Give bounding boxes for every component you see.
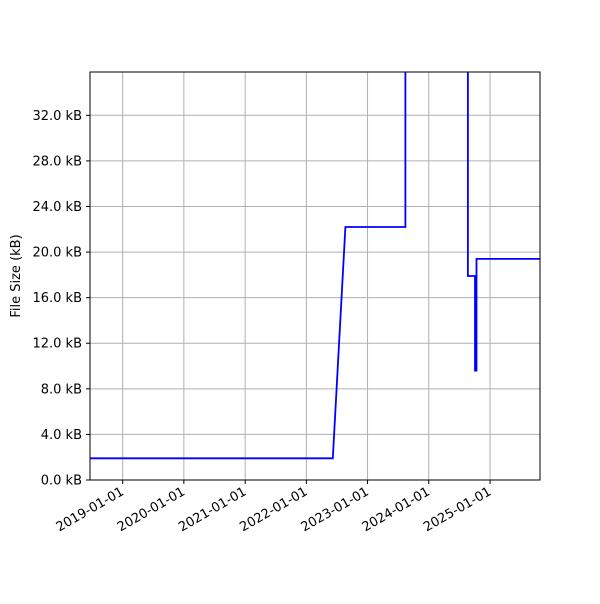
- x-tick-label: 2020-01-01: [115, 484, 188, 535]
- y-tick-label: 24.0 kB: [32, 200, 82, 215]
- file-size-line: [90, 72, 540, 460]
- grid: [90, 72, 540, 481]
- y-axis: 0.0 kB 4.0 kB 8.0 kB 12.0 kB 16.0 kB 20.0 kB 2…: [32, 109, 90, 489]
- x-axis: 2019-01-012020-01-012021-01-012022-01-01…: [54, 480, 494, 535]
- y-tick-label: 0.0 kB: [41, 474, 82, 489]
- y-tick-label: 20.0 kB: [32, 246, 82, 261]
- x-tick-label: 2019-01-01: [54, 484, 127, 535]
- x-tick-label: 2021-01-01: [176, 484, 249, 535]
- y-tick-label: 28.0 kB: [32, 154, 82, 169]
- y-axis-label: File Size (kB): [9, 234, 24, 317]
- y-tick-label: 12.0 kB: [32, 337, 82, 352]
- x-tick-label: 2024-01-01: [360, 484, 433, 535]
- y-tick-label: 32.0 kB: [32, 109, 82, 124]
- x-tick-label: 2025-01-01: [421, 484, 494, 535]
- x-tick-label: 2022-01-01: [237, 484, 310, 535]
- y-tick-label: 16.0 kB: [32, 291, 82, 306]
- x-tick-label: 2023-01-01: [299, 484, 372, 535]
- y-tick-label: 4.0 kB: [41, 428, 82, 443]
- y-tick-label: 8.0 kB: [41, 382, 82, 397]
- plot-frame: [89, 71, 541, 481]
- series: [90, 72, 540, 460]
